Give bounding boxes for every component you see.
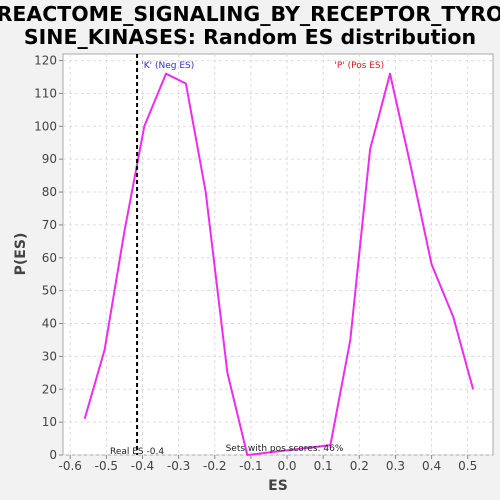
y-tick-label: 120 bbox=[34, 54, 57, 68]
chart-title-line-1: REACTOME_SIGNALING_BY_RECEPTOR_TYRO bbox=[0, 2, 500, 26]
x-tick-label: -0.6 bbox=[59, 459, 82, 473]
x-axis: -0.6 -0.5 -0.4 -0.3 -0.2 -0.1 0.0 0.1 0.2 0.3 0.4 0… bbox=[59, 455, 477, 473]
x-tick-label: -0.3 bbox=[167, 459, 190, 473]
y-tick-label: 40 bbox=[42, 317, 57, 331]
y-axis: 0 10 20 30 40 50 60 70 80 90 100 110 120 bbox=[34, 54, 63, 462]
pos-scores-label: Sets with pos scores: 46% bbox=[226, 444, 344, 454]
x-tick-label: 0.2 bbox=[350, 459, 369, 473]
y-tick-label: 80 bbox=[42, 185, 57, 199]
chart-title-line-2: SINE_KINASES: Random ES distribution bbox=[24, 25, 476, 49]
neg-es-label: 'K' (Neg ES) bbox=[141, 61, 194, 71]
real-es-label: Real ES -0.4 bbox=[110, 447, 164, 457]
y-tick-label: 100 bbox=[34, 119, 57, 133]
x-tick-label: -0.4 bbox=[131, 459, 154, 473]
x-axis-label: ES bbox=[268, 478, 288, 494]
y-tick-label: 20 bbox=[42, 382, 57, 396]
x-tick-label: -0.1 bbox=[239, 459, 262, 473]
x-tick-label: 0.3 bbox=[386, 459, 405, 473]
pos-es-label: 'P' (Pos ES) bbox=[334, 61, 384, 71]
y-tick-label: 0 bbox=[49, 448, 57, 462]
y-tick-label: 10 bbox=[42, 415, 57, 429]
x-tick-label: 0.1 bbox=[314, 459, 333, 473]
y-tick-label: 70 bbox=[42, 218, 57, 232]
x-tick-label: 0.0 bbox=[277, 459, 296, 473]
y-tick-label: 50 bbox=[42, 284, 57, 298]
y-tick-label: 60 bbox=[42, 251, 57, 265]
y-tick-label: 30 bbox=[42, 349, 57, 363]
x-tick-label: -0.5 bbox=[95, 459, 118, 473]
x-tick-label: 0.4 bbox=[422, 459, 441, 473]
plot-area bbox=[62, 53, 494, 456]
y-axis-label: P(ES) bbox=[13, 233, 29, 276]
y-tick-label: 90 bbox=[42, 152, 57, 166]
x-tick-label: 0.5 bbox=[458, 459, 477, 473]
y-tick-label: 110 bbox=[34, 86, 57, 100]
x-tick-label: -0.2 bbox=[203, 459, 226, 473]
